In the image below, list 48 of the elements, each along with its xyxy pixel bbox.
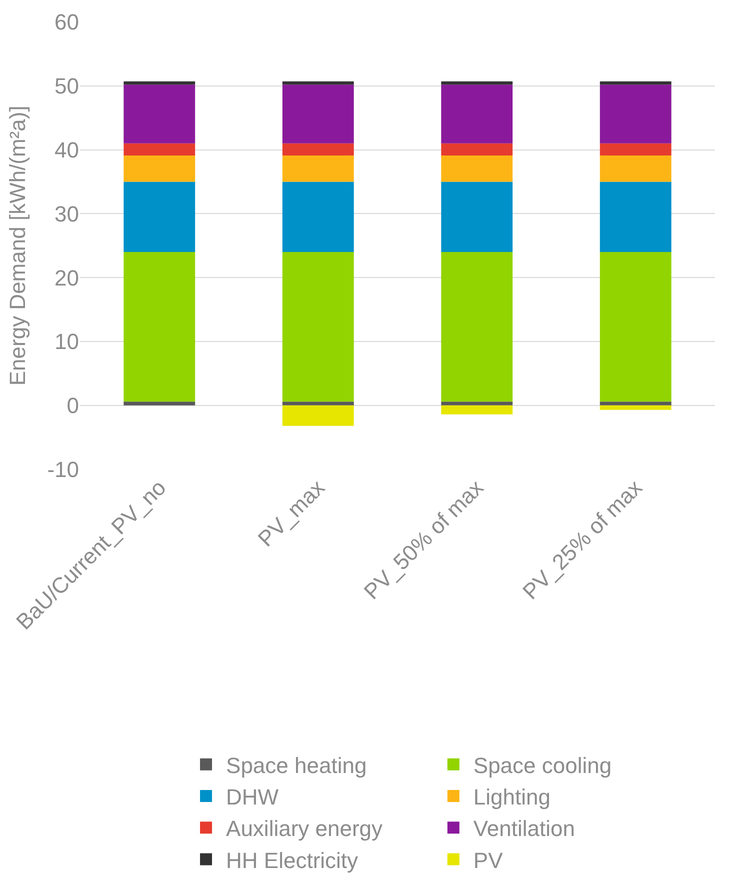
bar <box>124 182 196 252</box>
bar <box>600 84 672 144</box>
legend-label: DHW <box>226 784 279 810</box>
bar <box>282 182 354 252</box>
bar <box>124 84 196 144</box>
bar <box>124 81 196 85</box>
bar <box>441 143 513 156</box>
legend-label: HH Electricity <box>226 848 358 873</box>
bar <box>282 252 354 402</box>
bar <box>282 156 354 182</box>
legend-label: Auxiliary energy <box>226 816 383 842</box>
bar <box>600 156 672 182</box>
bar <box>600 252 672 402</box>
legend-label: Ventilation <box>473 816 575 842</box>
bar <box>441 84 513 144</box>
y-axis-title: Energy Demand [kWh/(m²a)] <box>5 106 30 386</box>
bar <box>282 81 354 85</box>
bar <box>441 81 513 85</box>
bar <box>600 81 672 85</box>
bar <box>441 182 513 252</box>
bar <box>124 156 196 182</box>
legend-label: Lighting <box>473 784 550 810</box>
bar <box>600 405 672 410</box>
bar <box>441 252 513 402</box>
bar <box>441 405 513 414</box>
y-tick-label: 20 <box>54 265 79 290</box>
y-tick-label: 50 <box>54 74 79 99</box>
bar <box>124 143 196 156</box>
bar <box>441 402 513 406</box>
y-tick-label: 0 <box>66 393 79 418</box>
legend-label: Space heating <box>226 753 367 778</box>
bar <box>282 143 354 156</box>
y-tick-label: 40 <box>54 138 79 163</box>
y-tick-label: -10 <box>47 457 79 482</box>
y-tick-label: 30 <box>54 201 79 226</box>
y-tick-label: 60 <box>54 10 79 35</box>
y-tick-label: 10 <box>54 329 79 354</box>
bar <box>441 156 513 182</box>
legend-label: PV <box>473 848 504 873</box>
bar <box>124 252 196 402</box>
bar <box>282 402 354 406</box>
bar <box>600 402 672 406</box>
legend-label: Space cooling <box>473 753 612 778</box>
bar <box>282 84 354 144</box>
bar <box>124 402 196 406</box>
bar <box>282 405 354 426</box>
bar <box>600 182 672 252</box>
bar <box>600 143 672 156</box>
